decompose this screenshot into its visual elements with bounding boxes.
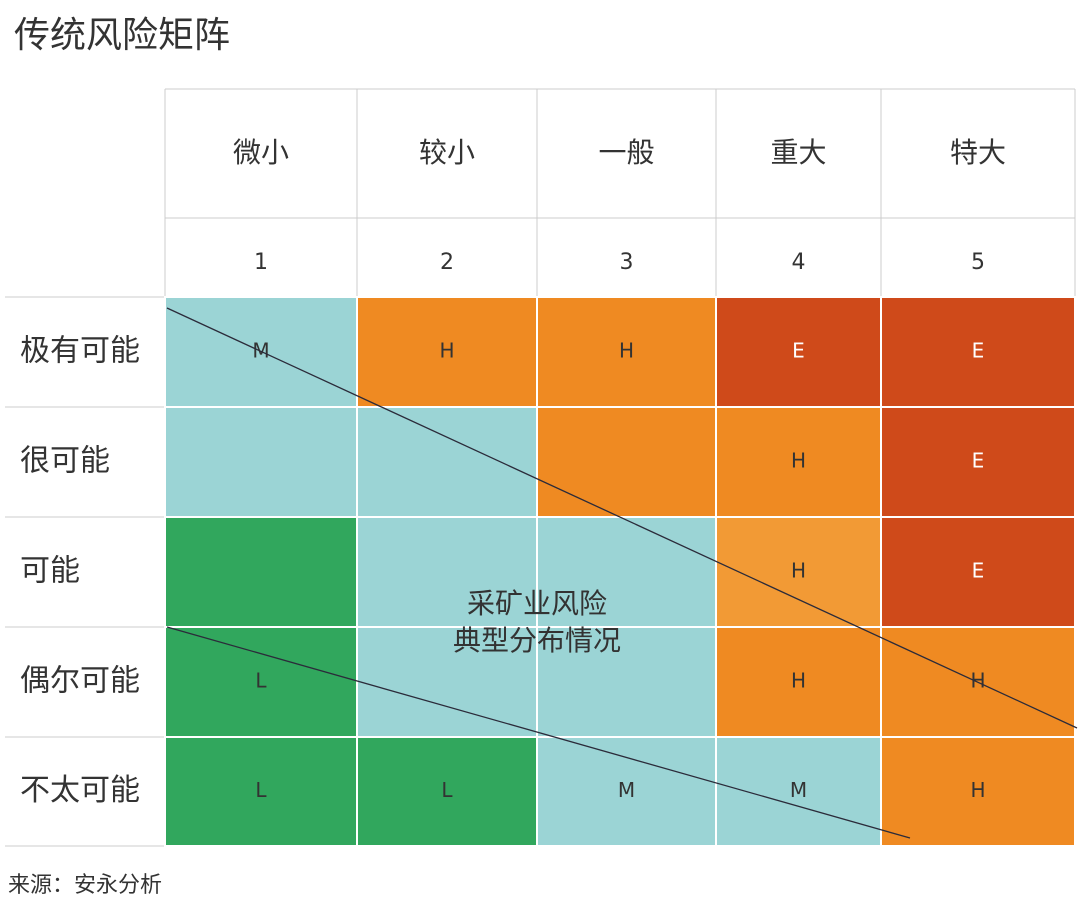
cell-label: E	[792, 339, 805, 363]
cell-label: E	[972, 449, 985, 473]
column-number: 3	[620, 250, 634, 275]
cell	[536, 296, 717, 408]
cell	[715, 406, 882, 518]
cell-label: M	[618, 778, 635, 802]
cell	[164, 626, 358, 738]
column-label: 微小	[233, 136, 289, 169]
cell-label: L	[441, 778, 453, 802]
cell	[164, 516, 358, 628]
row-label: 很可能	[20, 444, 110, 479]
cell-label: M	[252, 339, 269, 363]
cell-label: L	[255, 778, 267, 802]
cell-label: L	[255, 669, 267, 693]
column-number: 1	[254, 250, 268, 275]
cell	[536, 406, 717, 518]
cell-label: E	[972, 339, 985, 363]
cell-label: H	[970, 669, 985, 693]
upper-boundary-line	[166, 307, 1078, 729]
cell	[715, 736, 882, 847]
row-label: 可能	[20, 554, 80, 589]
column-label: 特大	[950, 136, 1006, 169]
row-label: 极有可能	[20, 334, 140, 369]
lower-boundary-line	[166, 626, 911, 839]
annotation-line: 典型分布情况	[453, 624, 621, 657]
column-label: 重大	[770, 136, 826, 169]
row-label: 不太可能	[20, 773, 140, 808]
cell-label: H	[619, 339, 634, 363]
source: 来源：安永分析	[8, 873, 162, 898]
cell	[536, 516, 717, 628]
cell	[164, 736, 358, 847]
cell	[715, 626, 882, 738]
cell	[356, 516, 538, 628]
title: 传统风险矩阵	[14, 15, 230, 56]
column-label: 较小	[419, 136, 475, 169]
column-number: 5	[971, 250, 985, 275]
cell-label: M	[790, 778, 807, 802]
column-number: 4	[792, 250, 806, 275]
cell	[536, 736, 717, 847]
cell	[880, 736, 1076, 847]
cell-label: H	[791, 559, 806, 583]
annotation-line: 采矿业风险	[467, 587, 607, 620]
cell	[356, 736, 538, 847]
cell-label: H	[791, 669, 806, 693]
column-label: 一般	[598, 136, 654, 169]
cell	[880, 296, 1076, 408]
cell-label: H	[439, 339, 454, 363]
cell-label: H	[791, 449, 806, 473]
cell	[880, 516, 1076, 628]
cell	[356, 406, 538, 518]
cell	[715, 516, 882, 628]
cell-label: H	[970, 778, 985, 802]
cell	[164, 406, 358, 518]
cell	[880, 406, 1076, 518]
cell-label: E	[972, 559, 985, 583]
row-label: 偶尔可能	[20, 664, 140, 699]
column-number: 2	[440, 250, 454, 275]
